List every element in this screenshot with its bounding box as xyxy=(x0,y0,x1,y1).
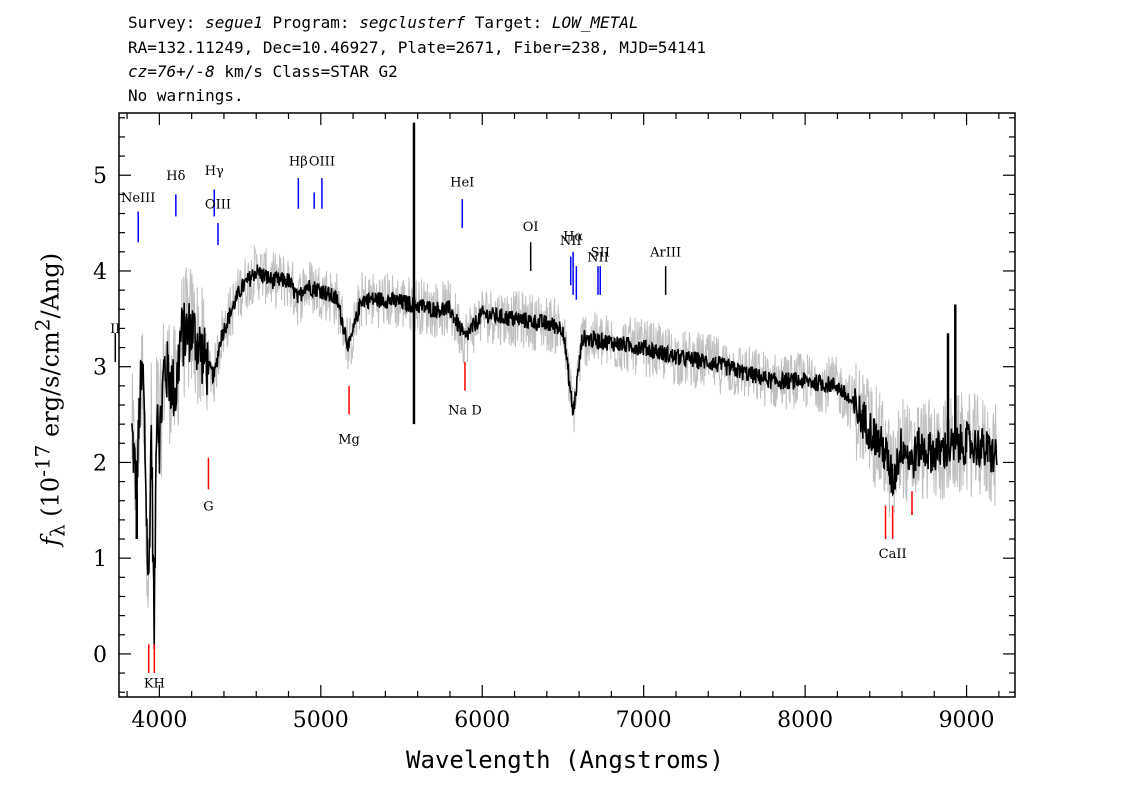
line-marker-label: Hδ xyxy=(166,169,185,184)
line-marker-label: G xyxy=(203,499,213,514)
y-axis-mid: (10 xyxy=(36,476,65,525)
y-tick-label: 2 xyxy=(93,451,107,476)
target-prefix: Target: xyxy=(465,13,552,32)
header-line-2: RA=132.11249, Dec=10.46927, Plate=2671, … xyxy=(128,38,706,57)
line-marker-label: KH xyxy=(144,676,165,691)
flux-line xyxy=(131,264,998,650)
class-text: km/s Class=STAR G2 xyxy=(214,62,398,81)
line-marker-label: Mg xyxy=(338,432,360,447)
line-marker-label: NII xyxy=(560,234,582,249)
x-tick-label: 9000 xyxy=(939,708,995,733)
x-tick-label: 7000 xyxy=(616,708,672,733)
header-line-1: Survey: segue1 Program: segclusterf Targ… xyxy=(128,13,639,33)
header-line-4: No warnings. xyxy=(128,86,244,105)
y-axis-exp2: 2 xyxy=(30,318,55,332)
y-tick-label: 5 xyxy=(93,164,107,189)
y-axis-ticks: 0 1 2 3 4 5 xyxy=(93,117,1015,693)
plot-frame xyxy=(118,112,1016,698)
x-axis-title: Wavelength (Angstroms) xyxy=(406,746,724,774)
line-marker-label: NeIII xyxy=(121,191,155,206)
y-tick-label: 4 xyxy=(93,260,107,285)
target-value: LOW_METAL xyxy=(551,13,639,32)
y-axis-lambda: λ xyxy=(45,524,70,538)
line-marker-label: Na D xyxy=(448,404,482,419)
line-marker-label: Hα xyxy=(563,229,583,244)
line-marker-label: HeI xyxy=(450,176,474,191)
y-tick-label: 3 xyxy=(93,356,107,381)
x-tick-label: 6000 xyxy=(454,708,510,733)
program-prefix: Program: xyxy=(262,13,360,32)
x-axis-ticks: 4000 5000 6000 7000 8000 9000 xyxy=(126,113,1000,733)
y-tick-label: 0 xyxy=(93,643,107,668)
y-axis-exp: -17 xyxy=(30,444,55,477)
redshift-value: cz=76+/-8 xyxy=(128,62,215,81)
y-tick-label: 1 xyxy=(93,547,107,572)
x-tick-label: 8000 xyxy=(777,708,833,733)
line-marker-label: OIII xyxy=(205,198,231,213)
program-value: segclusterf xyxy=(359,13,466,32)
line-marker-label: ArIII xyxy=(649,246,681,261)
x-tick-label: 4000 xyxy=(131,708,187,733)
error-envelope xyxy=(131,245,998,608)
line-marker-label: NII xyxy=(587,250,609,265)
y-axis-units: erg/s/cm xyxy=(36,331,65,445)
y-axis-title: fλ (10-17 erg/s/cm2/Ang) xyxy=(31,189,70,609)
survey-prefix: Survey: xyxy=(128,13,206,32)
flux-series xyxy=(131,122,998,650)
y-axis-end: /Ang) xyxy=(36,252,65,319)
line-marker-label: SII xyxy=(591,246,610,261)
line-marker-label: OI xyxy=(523,220,539,235)
line-marker-label: II xyxy=(110,322,120,337)
line-marker-label: Hβ xyxy=(289,155,308,170)
y-axis-f: f xyxy=(36,537,65,546)
x-tick-label: 5000 xyxy=(293,708,349,733)
line-marker-label: Hγ xyxy=(205,164,224,179)
survey-value: segue1 xyxy=(205,13,263,32)
line-marker-label: OIII xyxy=(309,155,335,170)
error-envelope-line xyxy=(131,245,998,608)
line-marker-label: CaII xyxy=(879,547,907,562)
header-line-3: cz=76+/-8 km/s Class=STAR G2 xyxy=(128,62,398,82)
